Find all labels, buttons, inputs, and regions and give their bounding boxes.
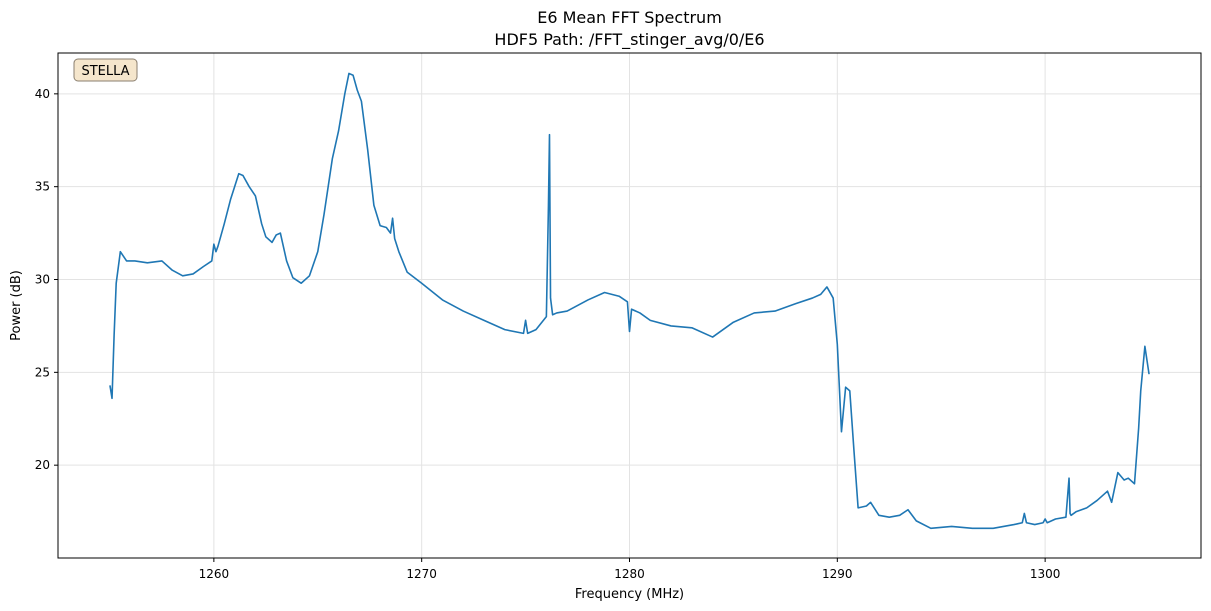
annotation-badge-box: [73, 58, 138, 82]
series-layer: [109, 72, 1150, 530]
y-tick-label: 35: [35, 180, 50, 194]
annotation-badge-text: STELLA: [81, 64, 129, 79]
x-tick-label: 1260: [199, 567, 230, 581]
x-tick-label: 1290: [822, 567, 853, 581]
x-tick-label: 1300: [1030, 567, 1061, 581]
annotation-badge: STELLA: [73, 58, 138, 82]
y-tick-label: 25: [35, 365, 50, 379]
series-line: [109, 72, 1150, 530]
chart-title: E6 Mean FFT Spectrum: [537, 8, 722, 27]
y-tick-label: 40: [35, 87, 50, 101]
chart-subtitle: HDF5 Path: /FFT_stinger_avg/0/E6: [494, 30, 764, 50]
x-tick-label: 1270: [406, 567, 437, 581]
x-axis: 1260 1270 1280 1290 1300: [199, 558, 1061, 581]
y-tick-label: 20: [35, 458, 50, 472]
x-axis-label: Frequency (MHz): [575, 587, 684, 602]
y-axis: 20 25 30 35 40: [35, 87, 58, 472]
y-axis-label: Power (dB): [9, 270, 24, 341]
y-tick-label: 30: [35, 273, 50, 287]
grid: [58, 53, 1201, 558]
x-tick-label: 1280: [614, 567, 645, 581]
